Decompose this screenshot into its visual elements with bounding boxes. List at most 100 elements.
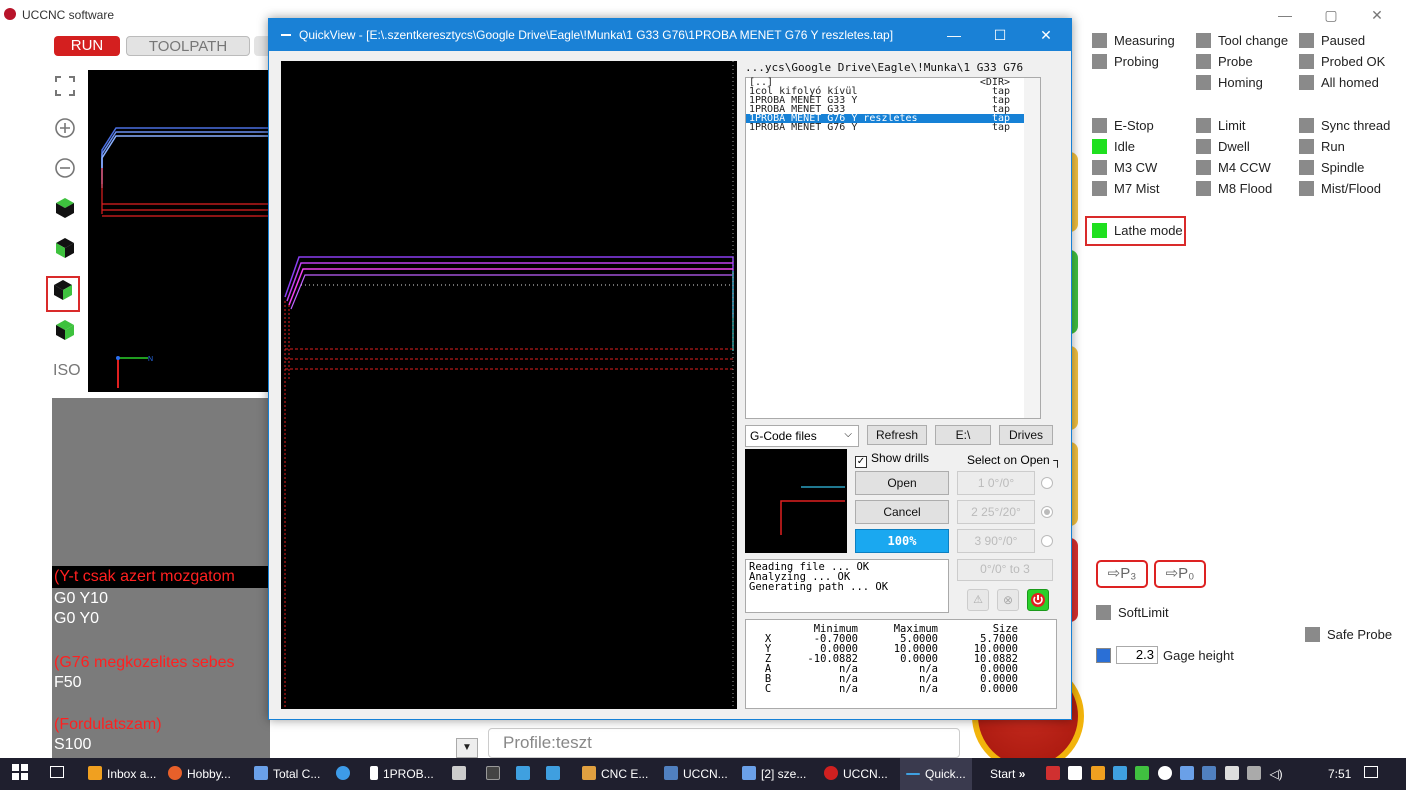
notifications-icon[interactable] — [1364, 764, 1378, 784]
view-option-button[interactable]: 3 90°/0° — [957, 529, 1035, 553]
qv-maximize-button[interactable]: ☐ — [993, 27, 1007, 43]
qv-close-button[interactable]: ✕ — [1040, 27, 1052, 43]
calculator-icon[interactable] — [452, 764, 471, 784]
refresh-button[interactable]: Refresh — [867, 425, 927, 445]
zoom-100-button[interactable]: 100% — [855, 529, 949, 553]
side-tab-strip[interactable] — [1068, 152, 1078, 232]
open-button[interactable]: Open — [855, 471, 949, 495]
log-line: Analyzing ... OK — [749, 571, 851, 583]
gcode-line: (Fordulatszam) — [54, 716, 162, 733]
iso-view-button[interactable]: ISO — [53, 362, 81, 379]
file-list-scrollbar[interactable] — [1024, 78, 1040, 418]
tray-icon[interactable] — [1135, 766, 1150, 780]
view-radio-selected[interactable] — [1041, 506, 1053, 518]
app-icon — [336, 766, 350, 780]
app-icon — [546, 766, 560, 780]
fit-view-icon[interactable] — [50, 74, 80, 104]
view-side-cube-icon[interactable] — [46, 276, 80, 312]
gcode-scroll-down-button[interactable]: ▼ — [456, 738, 478, 758]
tray-icon[interactable] — [1068, 766, 1083, 780]
minimize-button[interactable]: — — [1278, 7, 1292, 23]
maximize-button[interactable]: ▢ — [1324, 7, 1338, 23]
power-icon[interactable] — [1027, 589, 1049, 611]
taskbar-item[interactable]: [2] sze... — [742, 764, 806, 784]
show-drills-checkbox[interactable]: ✓ Show drills — [855, 451, 930, 468]
taskbar-item-active[interactable]: Quick... — [906, 764, 966, 784]
tray-icon[interactable] — [1113, 766, 1128, 780]
warning-icon[interactable]: ⚠ — [967, 589, 989, 611]
file-list-item[interactable]: 1PROBA MENET G33 tap — [749, 104, 1010, 115]
windows-start-icon[interactable] — [12, 764, 28, 784]
file-list-item[interactable]: [..] <DIR> — [749, 77, 1010, 88]
axis-n-label: N — [148, 356, 153, 363]
edge-browser-icon[interactable] — [336, 764, 355, 784]
console-icon[interactable] — [486, 764, 505, 784]
tray-icon[interactable] — [1090, 766, 1105, 780]
view-radio[interactable] — [1041, 535, 1053, 547]
file-list[interactable]: [..] <DIR> 1col kifolyó kívül tap 1PROBA M… — [745, 77, 1041, 419]
run-tab-button[interactable]: RUN — [54, 36, 120, 56]
view-all-button[interactable]: 0°/0° to 3 — [957, 559, 1053, 581]
taskbar-item[interactable]: Inbox a... — [88, 764, 156, 784]
view-iso-cube-icon[interactable] — [50, 318, 80, 348]
toolpath-view[interactable]: N — [88, 70, 272, 392]
taskbar-item[interactable]: Hobby... — [168, 764, 231, 784]
taskbar-item[interactable]: 1PROB... — [370, 764, 434, 784]
quickview-toolpath-canvas[interactable] — [281, 61, 737, 709]
view-option-button[interactable]: 2 25°/20° — [957, 500, 1035, 524]
task-view-icon[interactable] — [50, 764, 64, 784]
taskbar-item[interactable]: Total C... — [254, 764, 320, 784]
cancel-button[interactable]: Cancel — [855, 500, 949, 524]
clock[interactable]: 7:51 — [1328, 767, 1352, 781]
drive-button[interactable]: E:\ — [935, 425, 991, 445]
file-list-item[interactable]: 1col kifolyó kívül tap — [749, 86, 1010, 97]
app-icon — [664, 766, 678, 780]
extra-tab-button[interactable] — [254, 36, 268, 56]
goto-p3-button[interactable]: ⇨P₃ — [1096, 560, 1148, 588]
qv-minimize-button[interactable]: — — [947, 27, 961, 43]
close-button[interactable]: ✕ — [1371, 7, 1383, 23]
volume-icon[interactable]: ◁) — [1269, 767, 1283, 781]
goto-p0-button[interactable]: ⇨P₀ — [1154, 560, 1206, 588]
tray-icon[interactable] — [1046, 766, 1060, 780]
view-radio[interactable] — [1041, 477, 1053, 489]
led-indicator — [1092, 160, 1107, 175]
taskbar-item[interactable]: UCCN... — [664, 764, 728, 784]
zoom-in-icon[interactable] — [50, 116, 80, 146]
side-tab-strip[interactable] — [1068, 538, 1078, 622]
side-tab-strip[interactable] — [1068, 442, 1078, 526]
taskbar-item[interactable]: UCCN... — [824, 764, 888, 784]
quickview-titlebar[interactable]: QuickView - [E:\.szentkeresztycs\Google … — [269, 19, 1071, 51]
onedrive-icon[interactable] — [1157, 766, 1172, 780]
file-list-item-selected[interactable]: 1PROBA MENET G76 Y reszletes tap — [746, 114, 1040, 124]
profile-label: Profile:teszt — [488, 728, 960, 758]
start-toolbar-label[interactable]: Start » — [990, 767, 1026, 781]
sync-app-icon[interactable] — [546, 764, 565, 784]
app-icon — [906, 773, 920, 775]
view-front-cube-icon[interactable] — [50, 236, 80, 266]
view-option-button[interactable]: 1 0°/0° — [957, 471, 1035, 495]
side-tab-strip[interactable] — [1068, 346, 1078, 430]
tray-icons[interactable]: ◁) — [1046, 764, 1288, 784]
tray-icon[interactable] — [1202, 766, 1217, 780]
stop-icon[interactable]: ⊗ — [997, 589, 1019, 611]
view-top-cube-icon[interactable] — [50, 196, 80, 226]
gcode-current-line-highlight — [52, 566, 270, 588]
toolpath-tab-button[interactable]: TOOLPATH — [126, 36, 250, 56]
led-indicator — [1299, 54, 1314, 69]
zoom-out-icon[interactable] — [50, 156, 80, 186]
network-icon[interactable] — [1224, 766, 1239, 780]
side-tab-strip[interactable] — [1068, 250, 1078, 334]
tray-icon[interactable] — [1180, 766, 1195, 780]
network-app-icon[interactable] — [516, 764, 535, 784]
gage-height-field[interactable]: 2.3 — [1116, 646, 1158, 664]
led-indicator — [1196, 181, 1211, 196]
taskbar-item[interactable]: CNC E... — [582, 764, 648, 784]
file-type-select[interactable]: G-Code files ⌵ — [745, 425, 859, 447]
battery-icon[interactable] — [1247, 766, 1262, 780]
led-indicator — [1096, 605, 1111, 620]
drives-button[interactable]: Drives — [999, 425, 1053, 445]
mini-preview — [745, 449, 847, 553]
